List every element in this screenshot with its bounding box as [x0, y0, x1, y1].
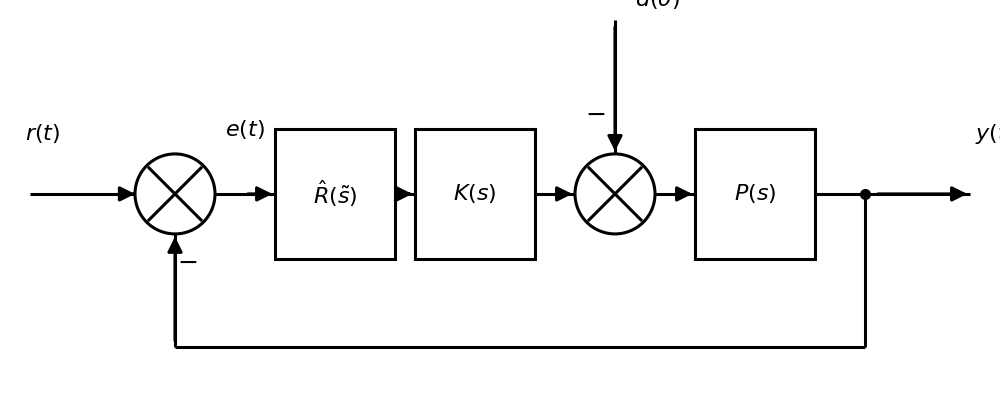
Text: $P(s)$: $P(s)$	[734, 183, 776, 205]
Text: $r(t)$: $r(t)$	[25, 122, 60, 145]
Bar	[415, 129, 535, 259]
Text: $\hat{d}(\theta)$: $\hat{d}(\theta)$	[635, 0, 680, 12]
Bar	[275, 129, 395, 259]
Text: $\hat{R}(\tilde{s})$: $\hat{R}(\tilde{s})$	[313, 179, 357, 209]
Text: $e(t)$: $e(t)$	[225, 118, 265, 141]
Text: $y(t)$: $y(t)$	[975, 122, 1000, 146]
Bar	[695, 129, 815, 259]
Text: $-$: $-$	[177, 250, 197, 274]
Text: $-$: $-$	[585, 101, 605, 126]
Text: $K(s)$: $K(s)$	[453, 183, 497, 205]
